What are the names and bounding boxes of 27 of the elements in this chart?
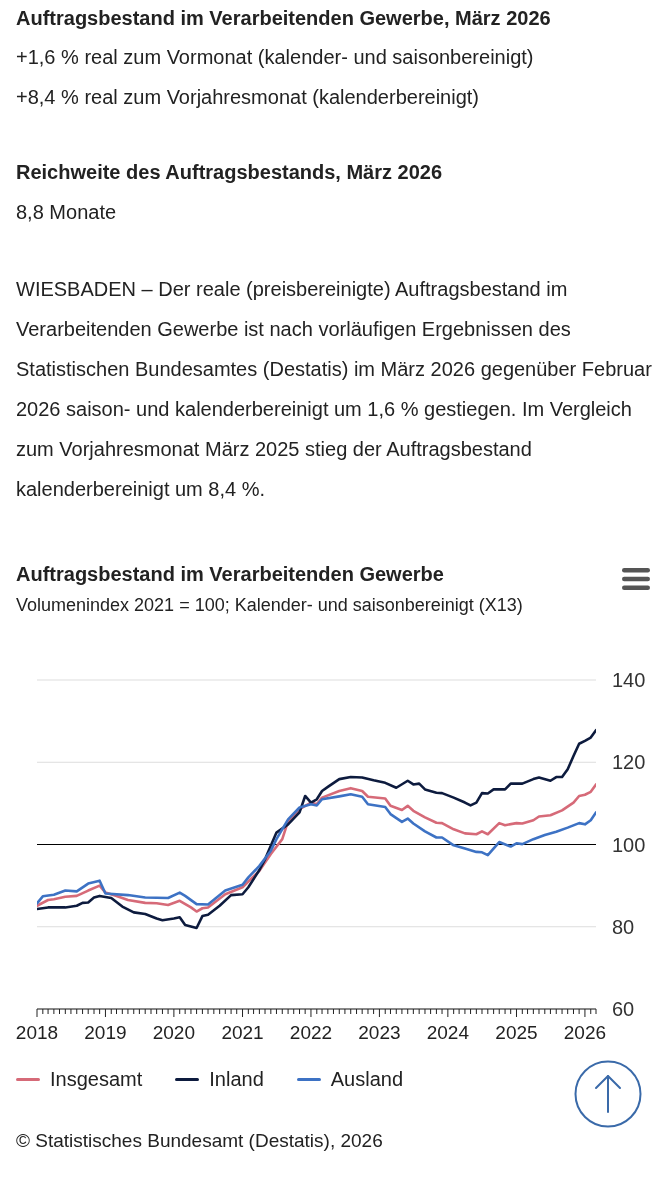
- x-tick-label: 2023: [358, 1021, 401, 1043]
- y-tick-label: 60: [612, 998, 635, 1021]
- text: +1,6 % real zum Vormonat (kalender- und saisonbereinigt): [16, 45, 535, 70]
- legend-label: Inland: [209, 1067, 264, 1091]
- x-tick-label: 2022: [289, 1021, 333, 1043]
- x-tick-label: 2018: [15, 1021, 59, 1043]
- line-series: [37, 728, 596, 930]
- x-tick-label: 2020: [152, 1021, 196, 1043]
- chart-title: Auftragsbestand im Verarbeitenden Gewerbe: [16, 562, 445, 587]
- x-tick-label: 2019: [84, 1021, 127, 1043]
- x-tick-label: 2021: [221, 1021, 264, 1043]
- text: Auftragsbestand im Verarbeitenden Gewerbe, März 2026: [16, 6, 552, 31]
- y-tick-label: 80: [612, 915, 635, 938]
- y-tick-label: 100: [612, 833, 646, 856]
- text: WIESBADEN – Der reale (preisbereinigte) Auftragsbestand im Verarbeitenden Gewerbe ist nach vorläufigen Ergebnissen des Statistischen Bundesamtes (Destatis) im März 2026 gegenüber Februar 2026 saison- und kalenderbereinigt um 1,6 % gestiegen. Im Vergleich zum Vorjahresmonat März 2025 stieg der Auftragsbestand kalenderbereinigt um 8,4 %.: [16, 277, 653, 502]
- legend-label: Ausland: [330, 1067, 404, 1091]
- x-tick-label: 2025: [495, 1021, 538, 1043]
- legend-label: Insgesamt: [50, 1067, 143, 1091]
- text: © Statistisches Bundesamt (Destatis), 2026: [16, 1129, 384, 1153]
- text: 8,8 Monate: [16, 200, 118, 225]
- y-tick-label: 140: [612, 669, 646, 692]
- text: Reichweite des Auftragsbestands, März 2026: [16, 160, 444, 185]
- text: +8,4 % real zum Vorjahresmonat (kalenderbereinigt): [16, 85, 481, 110]
- x-tick-label: 2026: [563, 1021, 607, 1043]
- x-tick-label: 2024: [426, 1021, 470, 1043]
- y-tick-label: 120: [612, 751, 646, 774]
- chart-subtitle: Volumenindex 2021 = 100; Kalender- und saisonbereinigt (X13): [16, 594, 524, 617]
